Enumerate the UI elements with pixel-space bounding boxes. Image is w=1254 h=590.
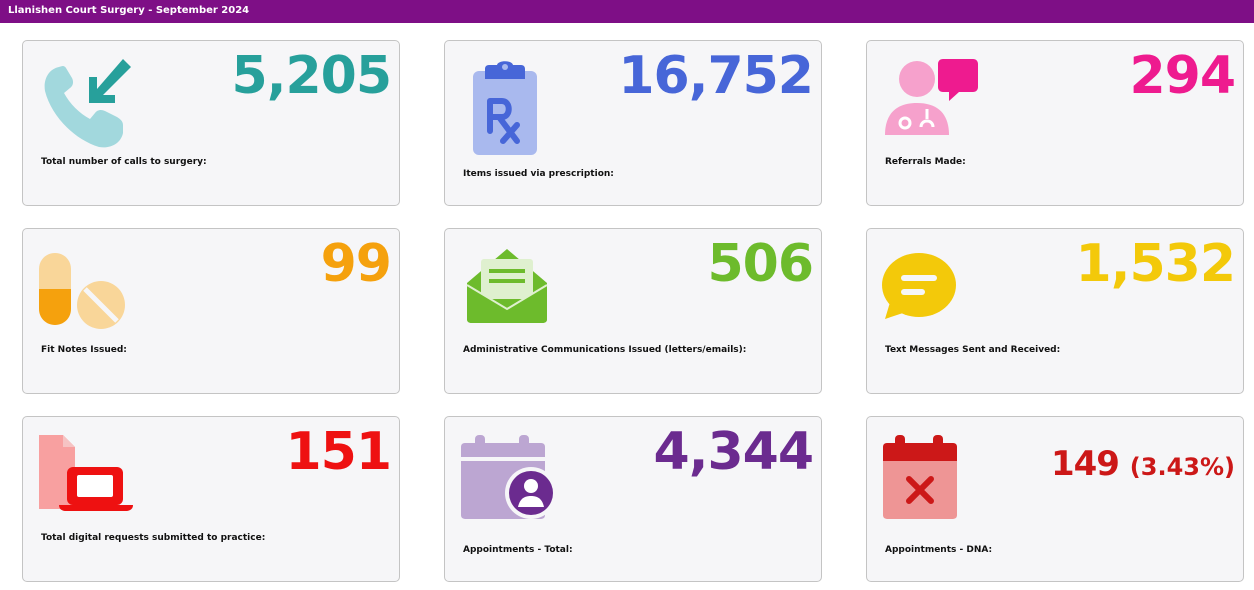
incoming-call-icon	[37, 53, 137, 153]
appointments-dna-label: Appointments - DNA:	[885, 545, 993, 555]
calendar-user-icon	[459, 435, 559, 535]
dna-count: 149	[1050, 444, 1120, 484]
fit-notes-value: 99	[320, 234, 392, 294]
open-envelope-icon	[459, 245, 559, 345]
text-messages-value: 1,532	[1075, 234, 1236, 294]
stat-card-admin-communications: 506 Administrative Communications Issued…	[444, 228, 822, 394]
admin-communications-value: 506	[707, 234, 814, 294]
stat-card-calls: 5,205 Total number of calls to surgery:	[22, 40, 400, 206]
stat-card-digital-requests: 151 Total digital requests submitted to …	[22, 416, 400, 582]
doctor-chat-icon	[881, 57, 981, 157]
referrals-value: 294	[1129, 46, 1236, 106]
appointments-dna-value: 149 (3.43%)	[1051, 435, 1235, 496]
stat-card-appointments-total: 4,344 Appointments - Total:	[444, 416, 822, 582]
pills-icon	[37, 249, 137, 349]
stat-card-fit-notes: 99 Fit Notes Issued:	[22, 228, 400, 394]
text-messages-label: Text Messages Sent and Received:	[885, 345, 1061, 355]
calls-label: Total number of calls to surgery:	[41, 157, 207, 167]
stat-card-referrals: 294 Referrals Made:	[866, 40, 1244, 206]
prescriptions-value: 16,752	[618, 46, 814, 106]
prescription-clipboard-icon	[459, 59, 559, 159]
chat-bubble-icon	[881, 249, 981, 349]
digital-requests-label: Total digital requests submitted to prac…	[41, 533, 266, 543]
admin-communications-label: Administrative Communications Issued (le…	[463, 345, 747, 355]
fit-notes-label: Fit Notes Issued:	[41, 345, 127, 355]
stat-card-appointments-dna: 149 (3.43%) Appointments - DNA:	[866, 416, 1244, 582]
dna-percentage: (3.43%)	[1129, 453, 1235, 481]
prescriptions-label: Items issued via prescription:	[463, 169, 614, 179]
calls-value: 5,205	[231, 46, 392, 106]
appointments-total-label: Appointments - Total:	[463, 545, 573, 555]
appointments-total-value: 4,344	[653, 422, 814, 482]
calendar-cancel-icon	[881, 435, 981, 535]
stat-card-text-messages: 1,532 Text Messages Sent and Received:	[866, 228, 1244, 394]
stat-card-prescriptions: 16,752 Items issued via prescription:	[444, 40, 822, 206]
referrals-label: Referrals Made:	[885, 157, 966, 167]
digital-requests-value: 151	[285, 422, 392, 482]
report-title-bar: Llanishen Court Surgery - September 2024	[0, 0, 1254, 23]
laptop-document-icon	[37, 433, 137, 533]
report-title: Llanishen Court Surgery - September 2024	[8, 5, 250, 16]
